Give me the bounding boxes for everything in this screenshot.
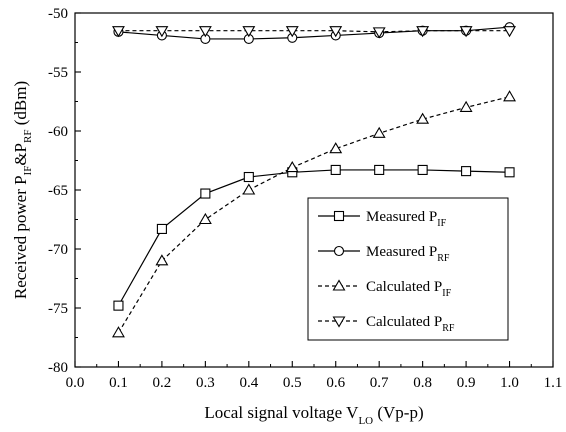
data-point <box>372 27 386 39</box>
series-1 <box>113 164 515 311</box>
data-point <box>112 326 125 338</box>
series-3 <box>112 90 516 338</box>
series-2 <box>113 22 515 45</box>
legend-box <box>307 197 509 341</box>
data-point <box>329 26 343 38</box>
y-tick-label: -50 <box>48 6 68 22</box>
series-4 <box>112 26 516 39</box>
y-tick-label: -75 <box>48 301 68 317</box>
data-point <box>285 26 299 38</box>
legend-label: Measured PRF <box>366 244 450 264</box>
data-point <box>155 26 169 38</box>
data-point <box>461 166 472 177</box>
x-axis: 0.0 0.1 0.2 0.3 0.4 0.5 0.6 0.7 0.8 0.9 1.0 1.1 <box>66 361 563 391</box>
legend: Measured PIF Measured PRF Calculated PIF Ca… <box>307 197 509 341</box>
x-tick-label: 0.8 <box>413 375 432 391</box>
data-point <box>417 164 428 175</box>
legend-label: Measured PIF <box>366 209 447 229</box>
data-point <box>285 160 299 173</box>
x-tick-label: 1.0 <box>500 375 519 391</box>
data-point <box>374 164 385 175</box>
y-tick-label: -70 <box>48 242 68 258</box>
x-tick-label: 0.4 <box>239 375 258 391</box>
x-tick-label: 0.5 <box>283 375 302 391</box>
data-point <box>459 100 473 112</box>
data-point <box>155 254 169 266</box>
x-tick-label: 0.9 <box>457 375 476 391</box>
y-tick-label: -55 <box>48 65 68 81</box>
data-point <box>113 300 124 311</box>
data-point <box>503 90 516 102</box>
legend-marker <box>332 316 346 328</box>
y-axis-label: Received power PIF&PRF (dBm) <box>11 81 34 299</box>
data-point <box>200 188 211 199</box>
series-line <box>118 30 510 33</box>
series-line <box>118 26 510 40</box>
data-point <box>504 167 515 178</box>
data-point <box>198 26 212 38</box>
data-point <box>112 26 125 38</box>
y-tick-label: -60 <box>48 124 68 140</box>
y-tick-label: -65 <box>48 183 68 199</box>
y-axis: -80 -75 -70 -65 -60 -55 -50 <box>48 6 81 376</box>
x-tick-label: 0.1 <box>109 375 128 391</box>
x-axis-label: Local signal voltage VLO (Vp-p) <box>204 403 423 427</box>
y-tick-label: -80 <box>48 360 68 376</box>
data-point <box>198 212 212 225</box>
series-layer <box>112 22 516 338</box>
x-tick-label: 0.6 <box>326 375 345 391</box>
data-point <box>416 112 430 124</box>
x-tick-label: 0.7 <box>370 375 389 391</box>
legend-marker <box>333 245 345 257</box>
data-point <box>156 223 167 234</box>
x-tick-label: 1.1 <box>544 375 563 391</box>
data-point <box>459 26 473 38</box>
series-line <box>117 169 510 306</box>
data-point <box>503 26 516 38</box>
data-point <box>330 164 341 175</box>
legend-marker <box>332 279 346 291</box>
data-point <box>242 183 256 195</box>
data-point <box>329 142 343 154</box>
x-tick-label: 0.3 <box>196 375 215 391</box>
data-point <box>242 26 256 38</box>
legend-label: Calculated PIF <box>366 279 452 299</box>
data-point <box>372 126 386 138</box>
series-line <box>117 96 510 334</box>
x-tick-label: 0.0 <box>66 375 85 391</box>
data-point <box>416 26 430 38</box>
x-tick-label: 0.2 <box>153 375 172 391</box>
legend-label: Calculated PRF <box>366 314 455 334</box>
data-point <box>243 171 254 183</box>
legend-marker <box>333 210 345 222</box>
